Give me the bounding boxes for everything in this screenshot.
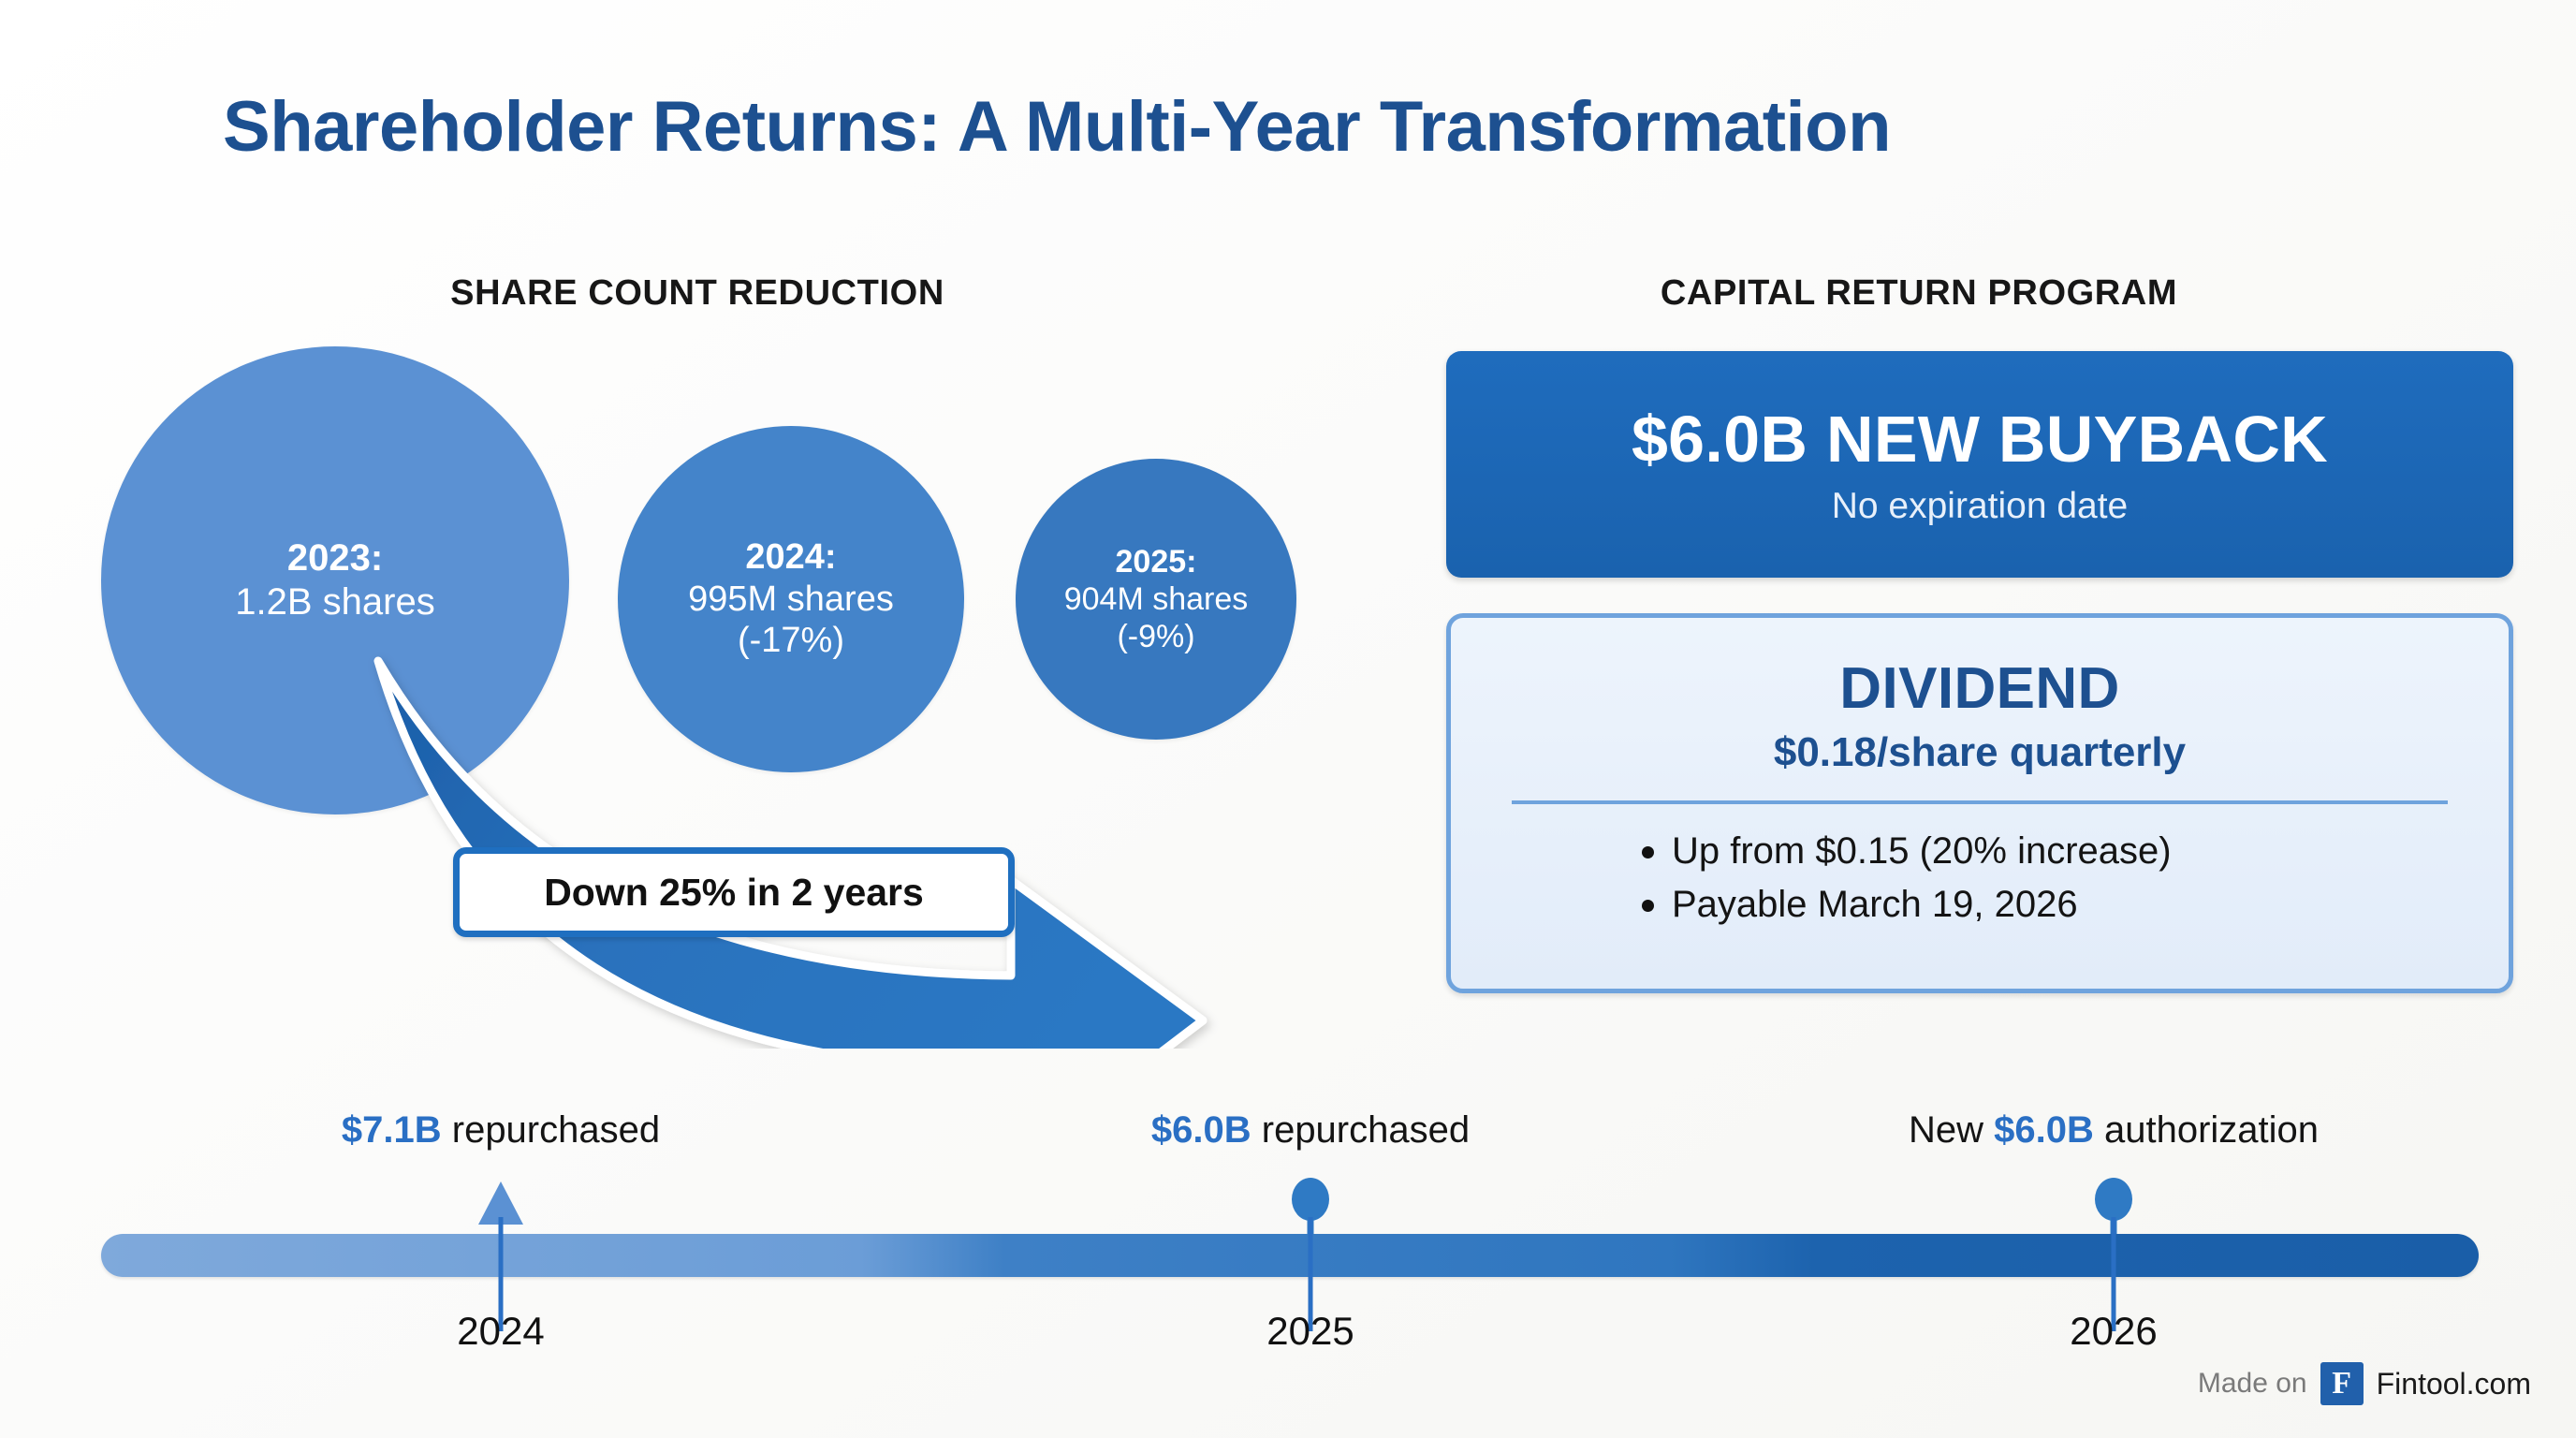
- timeline-bar: [101, 1234, 2479, 1277]
- section-heading-capital-return: CAPITAL RETURN PROGRAM: [1660, 273, 2178, 313]
- page-title: Shareholder Returns: A Multi-Year Transf…: [223, 87, 1892, 167]
- timeline-labels: $7.1B repurchased $6.0B repurchased New …: [0, 1109, 2576, 1169]
- fintool-logo-icon: F: [2320, 1362, 2364, 1405]
- callout-badge-label: Down 25% in 2 years: [544, 870, 924, 914]
- timeline-label-amount: $6.0B: [1150, 1109, 1251, 1151]
- buyback-card: $6.0B NEW BUYBACK No expiration date: [1446, 351, 2513, 578]
- pin-dot-marker-icon: [1292, 1178, 1329, 1221]
- buyback-subtext: No expiration date: [1831, 486, 2129, 526]
- section-heading-share-count: SHARE COUNT REDUCTION: [450, 273, 944, 313]
- buyback-headline: $6.0B NEW BUYBACK: [1631, 403, 2329, 476]
- timeline-label-suffix: repurchased: [1251, 1109, 1471, 1151]
- timeline-tick-2026: [2111, 1217, 2116, 1331]
- dividend-bullet-item: Up from $0.15 (20% increase): [1638, 825, 2172, 878]
- footer-branding[interactable]: Made on F Fintool.com: [2198, 1362, 2531, 1405]
- timeline-label-prefix: New: [1908, 1109, 1995, 1151]
- dividend-amount: $0.18/share quarterly: [1773, 729, 2187, 775]
- footer-site-label[interactable]: Fintool.com: [2376, 1366, 2531, 1401]
- timeline-label-suffix: authorization: [2093, 1109, 2320, 1151]
- dividend-card: DIVIDEND $0.18/share quarterly Up from $…: [1446, 613, 2513, 993]
- bubble-2025-change: (-9%): [1117, 619, 1195, 655]
- timeline-tick-2024: [498, 1217, 504, 1331]
- timeline-tick-2025: [1308, 1217, 1313, 1331]
- footer-made-on-label: Made on: [2197, 1368, 2307, 1399]
- bubble-2025-year: 2025:: [1115, 543, 1197, 580]
- bubble-2024-change: (-17%): [737, 621, 845, 661]
- pin-dot-marker-icon: [2095, 1178, 2132, 1221]
- timeline-year-2026: 2026: [2070, 1309, 2158, 1353]
- bubble-2023: 2023: 1.2B shares: [101, 346, 569, 814]
- bubble-2024: 2024: 995M shares (-17%): [618, 426, 964, 772]
- timeline-label-amount: $6.0B: [1994, 1109, 2094, 1151]
- dividend-bullet-item: Payable March 19, 2026: [1638, 878, 2172, 932]
- bubble-2024-year: 2024:: [745, 536, 837, 577]
- timeline-label-2024: $7.1B repurchased: [342, 1109, 660, 1152]
- timeline-year-2025: 2025: [1266, 1309, 1354, 1353]
- dividend-bullet-list: Up from $0.15 (20% increase) Payable Mar…: [1451, 825, 2172, 932]
- bubble-2024-shares: 995M shares: [688, 579, 894, 619]
- bubble-2023-shares: 1.2B shares: [235, 581, 435, 623]
- bubble-2025-shares: 904M shares: [1063, 580, 1249, 617]
- bubble-2025: 2025: 904M shares (-9%): [1016, 459, 1296, 740]
- timeline-label-2026: New $6.0B authorization: [1909, 1109, 2319, 1152]
- timeline-label-2025: $6.0B repurchased: [1151, 1109, 1470, 1152]
- timeline-label-suffix: repurchased: [441, 1109, 661, 1151]
- timeline-label-amount: $7.1B: [341, 1109, 442, 1151]
- dividend-divider: [1512, 800, 2448, 804]
- callout-badge: Down 25% in 2 years: [453, 847, 1015, 937]
- timeline-year-2024: 2024: [457, 1309, 545, 1353]
- dividend-title: DIVIDEND: [1839, 656, 2120, 721]
- bubble-2023-year: 2023:: [286, 536, 384, 579]
